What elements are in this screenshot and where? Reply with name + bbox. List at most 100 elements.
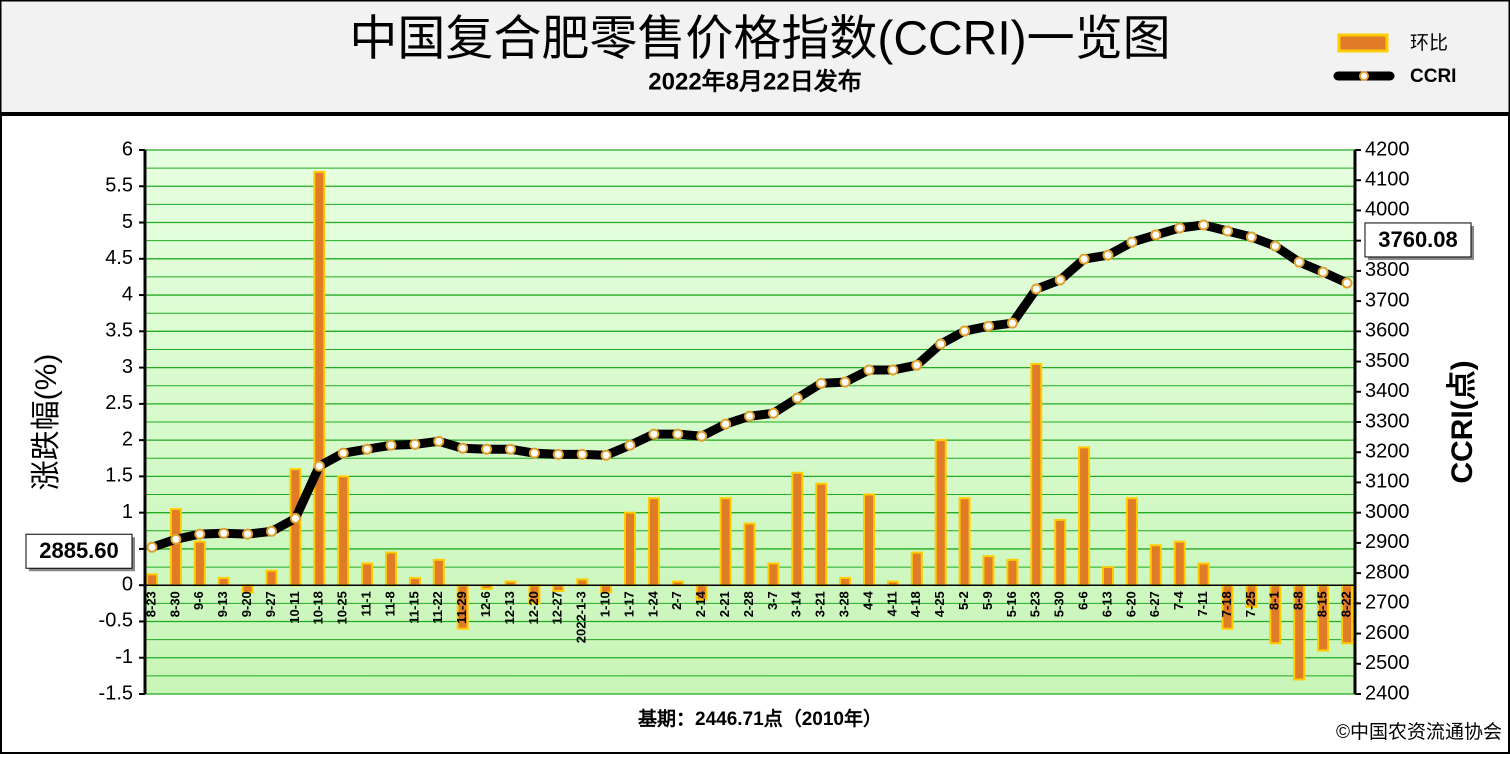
point <box>481 443 493 455</box>
point <box>959 325 971 337</box>
x-tick-label: 6-27 <box>1147 591 1162 617</box>
y-tick-label: -1.5 <box>99 682 133 704</box>
x-tick-label: 1-17 <box>621 591 636 617</box>
y-tick-label: 1.5 <box>105 465 133 487</box>
y-tick-label: 1 <box>122 501 133 523</box>
y-tick-label: 6 <box>122 138 133 160</box>
bar <box>1006 558 1019 587</box>
y2-tick-label: 2500 <box>1365 652 1410 674</box>
point <box>863 364 875 376</box>
x-tick-label: 9-20 <box>239 591 254 617</box>
bar <box>719 497 732 587</box>
point <box>1269 240 1281 252</box>
x-tick-label: 7-18 <box>1219 591 1234 617</box>
bar <box>193 540 206 587</box>
y-tick-label: 5.5 <box>105 175 133 197</box>
x-tick-label: 11-8 <box>382 591 397 616</box>
x-tick-label: 2-28 <box>741 591 756 617</box>
x-tick-label: 7-11 <box>1195 591 1210 616</box>
x-tick-label: 6-20 <box>1123 591 1138 617</box>
bar <box>385 551 397 587</box>
bar <box>217 576 230 587</box>
x-tick-label: 4-25 <box>932 591 947 617</box>
bar <box>361 562 374 587</box>
point <box>194 528 206 540</box>
x-tick-label: 3-14 <box>789 590 804 617</box>
y-tick-label: 5 <box>122 211 133 233</box>
point <box>696 430 708 442</box>
chart-title: 中国复合肥零售价格指数(CCRI)一览图 <box>349 13 1170 66</box>
bar <box>647 497 660 587</box>
x-tick-label: 8-1 <box>1267 591 1282 610</box>
bar <box>1149 544 1162 587</box>
bar <box>1102 566 1114 587</box>
bar <box>552 584 565 593</box>
x-tick-label: 11-29 <box>454 591 469 624</box>
y2-tick-label: 3500 <box>1365 350 1410 372</box>
x-tick-label: 12-6 <box>478 591 493 617</box>
x-tick-label: 10-18 <box>311 591 326 624</box>
y-tick-label: 3.5 <box>105 320 133 342</box>
bar <box>576 578 589 587</box>
point <box>720 418 732 430</box>
x-tick-label: 2-7 <box>669 591 684 610</box>
x-tick-label: 2022-1-3 <box>574 591 589 643</box>
point <box>1245 231 1257 243</box>
x-tick-label: 8-8 <box>1291 591 1306 610</box>
point <box>744 410 755 422</box>
y2-tick-label: 2700 <box>1365 592 1410 614</box>
value-label: 3760.08 <box>1378 227 1458 252</box>
y2-tick-label: 4200 <box>1365 138 1410 160</box>
chart-subtitle: 2022年8月22日发布 <box>648 67 861 95</box>
point <box>600 449 612 461</box>
bar <box>1125 497 1138 587</box>
y2-tick-label: 3000 <box>1365 501 1410 523</box>
point <box>289 512 301 524</box>
legend-label: 环比 <box>1410 32 1448 54</box>
x-tick-label: 10-11 <box>287 591 302 624</box>
point <box>1150 229 1162 241</box>
x-tick-label: 8-30 <box>167 591 182 617</box>
legend-label: CCRI <box>1410 66 1456 87</box>
x-tick-label: 5-2 <box>956 591 971 610</box>
x-tick-label: 5-16 <box>1004 591 1019 617</box>
y2-tick-label: 3700 <box>1365 289 1410 311</box>
point <box>528 447 540 459</box>
y-tick-label: 3 <box>122 356 133 378</box>
point <box>433 435 445 447</box>
bar <box>169 508 182 587</box>
bar <box>815 482 828 587</box>
x-tick-label: 11-1 <box>359 591 374 616</box>
x-tick-label: 8-22 <box>1338 591 1353 617</box>
x-tick-label: 2-14 <box>693 590 708 617</box>
point <box>552 448 564 460</box>
x-tick-label: 4-4 <box>860 590 875 610</box>
x-tick-label: 12-20 <box>526 591 541 624</box>
bar <box>313 170 326 587</box>
x-tick-label: 1-10 <box>598 591 613 617</box>
x-tick-label: 1-24 <box>645 590 660 617</box>
x-tick-label: 6-13 <box>1099 591 1114 617</box>
y2-tick-label: 2800 <box>1365 561 1410 583</box>
y-tick-label: -1 <box>115 646 133 668</box>
point <box>266 525 277 537</box>
point <box>1126 236 1138 248</box>
value-label: 2885.60 <box>39 538 119 563</box>
y2-tick-label: 3800 <box>1365 259 1410 281</box>
x-tick-label: 9-6 <box>191 591 206 610</box>
y2-axis-title: CCRI(点) <box>1446 360 1479 483</box>
y2-tick-label: 4100 <box>1365 169 1410 191</box>
x-tick-label: 5-30 <box>1052 591 1067 617</box>
point <box>1006 317 1018 329</box>
x-tick-label: 5-23 <box>1028 591 1043 617</box>
y2-tick-label: 2900 <box>1365 531 1410 553</box>
point <box>983 320 994 332</box>
header <box>0 0 1510 114</box>
y-tick-label: 4.5 <box>105 247 133 269</box>
bar <box>337 475 350 587</box>
x-tick-label: 2-21 <box>717 591 732 617</box>
bar <box>982 555 995 587</box>
point <box>409 438 421 450</box>
x-tick-label: 12-27 <box>550 591 565 624</box>
bar <box>408 576 421 587</box>
